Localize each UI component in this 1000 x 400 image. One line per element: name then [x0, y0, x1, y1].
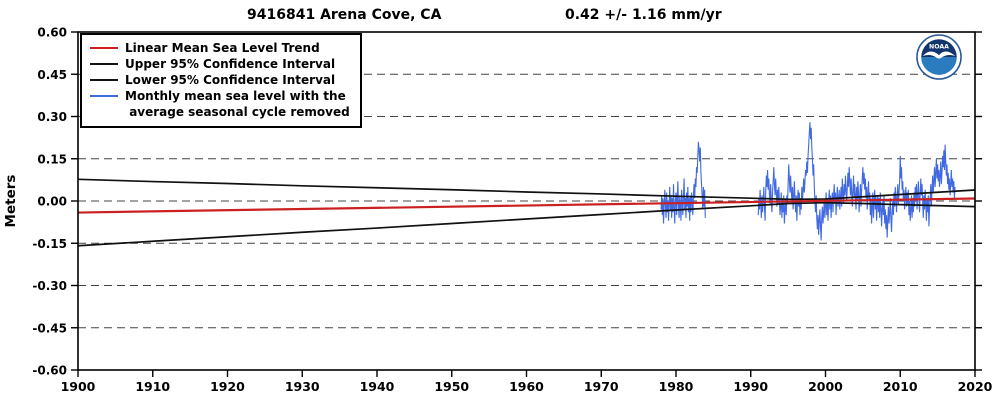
y-tick-label: 0.30	[37, 110, 67, 124]
noaa-logo-icon: NOAA	[916, 34, 962, 80]
trend-line-swatch	[90, 47, 118, 49]
x-tick-label: 1910	[135, 379, 170, 394]
legend-item-label: Linear Mean Sea Level Trend	[125, 41, 320, 55]
legend: Linear Mean Sea Level Trend Upper 95% Co…	[80, 33, 362, 128]
lower-ci-line-swatch	[90, 79, 118, 81]
x-tick-label: 1980	[659, 379, 694, 394]
trend-rate-label: 0.42 +/- 1.16 mm/yr	[565, 7, 722, 23]
legend-item: Monthly mean sea level with the average …	[90, 88, 350, 120]
y-tick-label: -0.45	[32, 321, 67, 335]
y-tick-label: -0.60	[32, 364, 67, 378]
monthly-sea-level-line	[660, 141, 706, 224]
monthly-line-swatch	[90, 95, 118, 97]
y-tick-label: 0.00	[37, 195, 67, 209]
y-tick-label: 0.60	[37, 26, 67, 40]
plot-border	[77, 31, 976, 371]
x-tick-label: 1990	[733, 379, 768, 394]
legend-item-label: Upper 95% Confidence Interval	[125, 57, 336, 71]
lower-ci-line	[77, 201, 976, 247]
upper-ci-line-swatch	[90, 63, 118, 65]
x-tick-label: 2020	[958, 379, 993, 394]
legend-item: Lower 95% Confidence Interval	[90, 72, 350, 88]
x-tick-label: 2010	[883, 379, 918, 394]
x-tick-label: 1950	[434, 379, 469, 394]
trend-line	[77, 197, 976, 214]
legend-item-label: Monthly mean sea level with the average …	[125, 89, 350, 119]
x-tick-label: 1960	[509, 379, 544, 394]
y-tick-label: -0.15	[32, 237, 67, 251]
noaa-logo-text: NOAA	[929, 43, 949, 50]
x-tick-label: 1900	[61, 379, 96, 394]
monthly-sea-level-line	[757, 122, 956, 241]
y-tick-label: 0.15	[37, 152, 67, 166]
y-tick-label: 0.45	[37, 68, 67, 82]
legend-item-label: Lower 95% Confidence Interval	[125, 73, 336, 87]
legend-item: Linear Mean Sea Level Trend	[90, 40, 350, 56]
y-tick-label: -0.30	[32, 279, 67, 293]
x-tick-label: 2000	[808, 379, 843, 394]
x-tick-label: 1930	[285, 379, 320, 394]
x-tick-label: 1940	[360, 379, 395, 394]
upper-ci-line	[77, 178, 976, 201]
x-tick-label: 1920	[210, 379, 245, 394]
chart-title: 9416841 Arena Cove, CA	[247, 7, 442, 23]
y-axis-label: Meters	[3, 175, 19, 228]
x-tick-label: 1970	[584, 379, 619, 394]
legend-item: Upper 95% Confidence Interval	[90, 56, 350, 72]
